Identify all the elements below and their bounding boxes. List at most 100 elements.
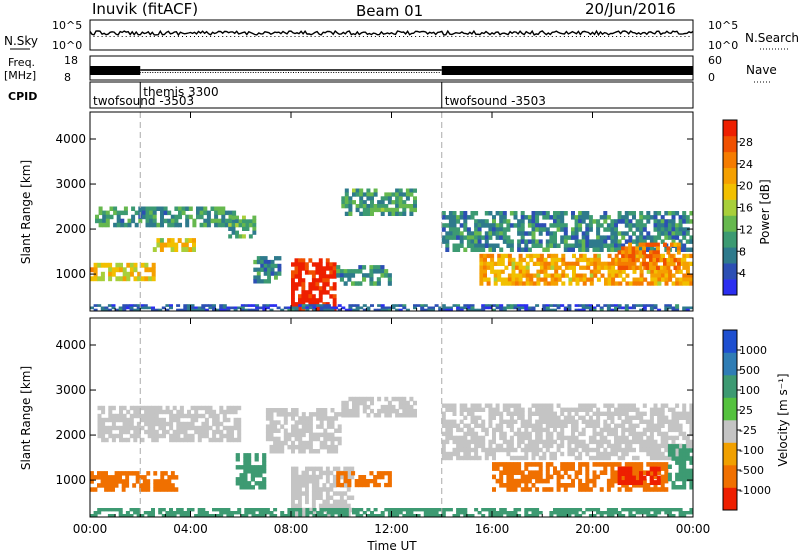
scatter-cell (632, 447, 636, 453)
scatter-cell (194, 308, 199, 312)
scatter-cell (667, 423, 672, 428)
scatter-cell (676, 246, 681, 251)
scatter-cell (611, 269, 616, 274)
scatter-cell (592, 219, 597, 224)
scatter-cell (269, 424, 274, 429)
scatter-cell (169, 409, 174, 415)
scatter-cell (217, 210, 222, 216)
scatter-cell (539, 257, 544, 263)
scatter-cell (395, 211, 400, 216)
scatter-cell (575, 273, 580, 278)
scatter-cell (585, 423, 590, 428)
scatter-cell (500, 277, 505, 282)
scatter-cell (301, 449, 306, 454)
scatter-cell (104, 429, 109, 435)
scatter-cell (179, 308, 184, 312)
scatter-cell (380, 265, 385, 270)
scatter-cell (567, 451, 572, 457)
scatter-cell (197, 425, 202, 431)
scatter-cell (682, 460, 687, 465)
scatter-cell (448, 215, 453, 220)
scatter-cell (459, 211, 464, 216)
scatter-cell (187, 421, 191, 427)
scatter-cell (370, 204, 374, 209)
scatter-cell (667, 223, 672, 228)
scatter-cell (556, 487, 561, 492)
scatter-cell (538, 403, 543, 408)
scatter-cell (336, 491, 341, 496)
scatter-cell (308, 304, 313, 307)
scatter-cell (463, 223, 468, 228)
scatter-cell (233, 308, 238, 312)
scatter-cell (233, 405, 238, 411)
scatter-cell (319, 514, 324, 518)
scatter-cell (557, 257, 562, 263)
scatter-cell (413, 514, 417, 518)
scatter-cell (513, 211, 518, 216)
scatter-cell (509, 478, 514, 484)
scatter-cell (194, 425, 199, 431)
scatter-cell (685, 247, 690, 252)
scatter-cell (170, 242, 175, 248)
scatter-cell (151, 511, 155, 515)
scatter-cell (387, 308, 392, 312)
scatter-cell (578, 431, 583, 437)
scatter-cell (104, 306, 109, 310)
scatter-cell (434, 304, 439, 307)
scatter-cell (409, 511, 414, 515)
scatter-cell (304, 262, 309, 267)
scatter-cell (581, 306, 586, 310)
scatter-cell (646, 231, 651, 236)
scatter-cell (319, 444, 324, 450)
scatter-cell (416, 508, 421, 512)
scatter-cell (263, 267, 268, 272)
scatter-cell (624, 211, 629, 216)
scatter-cell (495, 223, 500, 228)
scatter-cell (667, 455, 672, 461)
scatter-cell (639, 431, 644, 437)
scatter-cell (652, 242, 657, 247)
scatter-cell (621, 277, 626, 282)
velocity-colorbar-label: Velocity [m s⁻¹] (776, 373, 790, 466)
scatter-cell (265, 304, 270, 307)
scatter-cell (643, 277, 648, 282)
scatter-cell (554, 265, 559, 270)
scatter-cell (499, 447, 504, 453)
scatter-cell (315, 286, 320, 291)
scatter-cell (121, 471, 126, 476)
scatter-cell (477, 511, 482, 515)
scatter-cell (474, 231, 479, 236)
scatter-cell (617, 250, 622, 255)
scatter-cell (354, 269, 359, 274)
scatter-cell (294, 420, 299, 425)
scatter-cell (341, 413, 346, 418)
scatter-cell (228, 218, 233, 224)
scatter-cell (283, 432, 288, 438)
scatter-cell (184, 238, 189, 243)
scatter-cell (318, 266, 323, 271)
scatter-cell (660, 215, 665, 220)
scatter-cell (174, 247, 179, 252)
scatter-cell (144, 405, 149, 411)
scatter-cell (671, 235, 676, 240)
scatter-cell (556, 419, 561, 424)
scatter-cell (538, 478, 543, 484)
scatter-cell (104, 437, 109, 443)
scatter-cell (671, 306, 676, 310)
scatter-cell (242, 226, 246, 231)
scatter-cell (176, 304, 181, 307)
scatter-cell (488, 306, 493, 310)
scatter-cell (585, 462, 590, 467)
scatter-cell (427, 508, 432, 512)
scatter-cell (531, 211, 536, 216)
scatter-cell (624, 427, 629, 433)
scatter-cell (244, 304, 249, 307)
scatter-cell (140, 262, 145, 268)
scatter-cell (653, 235, 658, 240)
scatter-cell (621, 407, 626, 412)
scatter-cell (355, 508, 360, 512)
scatter-cell (126, 417, 131, 423)
scatter-cell (550, 277, 555, 282)
scatter-cell (463, 219, 468, 224)
